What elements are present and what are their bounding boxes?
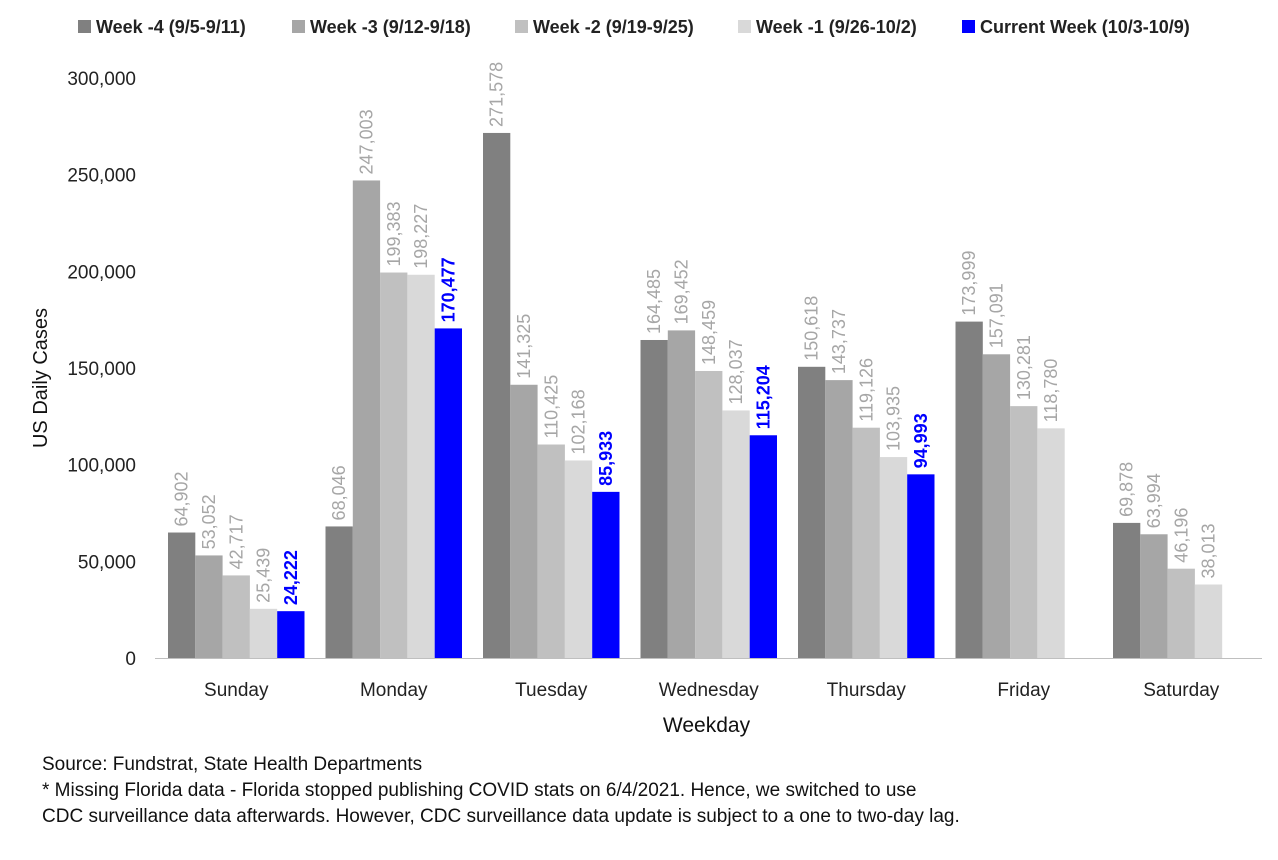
bar — [667, 330, 696, 658]
bar — [510, 384, 538, 658]
footnote-line-2: CDC surveillance data afterwards. Howeve… — [42, 806, 960, 827]
bar — [907, 474, 935, 658]
data-label: 130,281 — [1014, 335, 1034, 400]
bar — [434, 328, 462, 658]
bar — [955, 321, 983, 658]
legend-swatch — [515, 20, 528, 33]
data-label: 42,717 — [226, 514, 246, 569]
bar — [1140, 534, 1168, 658]
data-label: 118,780 — [1041, 359, 1061, 423]
bar — [852, 427, 880, 658]
data-label: 150,618 — [802, 296, 822, 361]
bar — [1037, 428, 1065, 658]
data-label: 148,459 — [699, 300, 719, 365]
legend-swatch — [78, 20, 91, 33]
x-tick-label: Saturday — [1143, 680, 1220, 701]
bar — [1194, 584, 1223, 658]
x-tick-label: Friday — [997, 680, 1050, 701]
bar — [168, 532, 196, 658]
x-tick-label: Sunday — [204, 680, 269, 701]
data-label: 119,126 — [856, 358, 876, 422]
data-label: 69,878 — [1117, 462, 1137, 517]
data-label: 53,052 — [199, 494, 219, 549]
data-label: 85,933 — [596, 431, 616, 486]
data-label: 24,222 — [281, 550, 301, 605]
source-note: Source: Fundstrat, State Health Departme… — [42, 754, 423, 775]
data-label: 46,196 — [1171, 508, 1191, 563]
bar — [749, 435, 777, 658]
data-label: 198,227 — [411, 204, 431, 269]
chart-container: 0 50,000 100,000 150,000 200,000 250,000 300,0… — [30, 17, 1262, 737]
data-label: 63,994 — [1144, 473, 1164, 528]
bar — [407, 274, 435, 658]
x-tick-label: Wednesday — [659, 680, 759, 701]
footnotes: Source: Fundstrat, State Health Departme… — [42, 752, 1262, 830]
bar — [798, 366, 826, 658]
bar — [352, 180, 381, 658]
bar — [1010, 406, 1038, 658]
x-tick-label: Thursday — [827, 680, 907, 701]
bar — [640, 339, 668, 658]
legend-label: Week -3 (9/12-9/18) — [310, 17, 471, 37]
legend-swatch — [962, 20, 975, 33]
bar — [537, 444, 565, 658]
y-tick-label: 200,000 — [67, 262, 136, 283]
legend-label: Week -2 (9/19-9/25) — [533, 17, 694, 37]
data-label: 169,452 — [671, 259, 691, 324]
bar — [982, 354, 1011, 658]
data-label: 110,425 — [541, 375, 561, 439]
bar — [879, 457, 908, 658]
legend-label: Week -4 (9/5-9/11) — [96, 17, 246, 37]
data-label: 247,003 — [356, 109, 376, 174]
bar — [695, 370, 723, 658]
x-tick-label: Tuesday — [515, 680, 588, 701]
data-label: 128,037 — [726, 339, 746, 404]
data-label: 271,578 — [487, 62, 507, 127]
bar — [195, 555, 223, 658]
data-label: 164,485 — [644, 269, 664, 334]
bar — [1167, 568, 1195, 658]
data-label: 199,383 — [384, 201, 404, 266]
y-axis-label: US Daily Cases — [30, 308, 52, 448]
bar-chart: 0 50,000 100,000 150,000 200,000 250,000 300,0… — [30, 17, 1262, 737]
bar — [325, 526, 353, 658]
data-label: 143,737 — [829, 309, 849, 374]
bar — [825, 380, 853, 658]
y-tick-label: 300,000 — [67, 69, 136, 90]
y-tick-label: 0 — [125, 649, 136, 670]
data-label: 64,902 — [172, 471, 192, 526]
legend-swatch — [738, 20, 751, 33]
legend-swatch — [292, 20, 305, 33]
bar — [1113, 522, 1141, 658]
bar — [249, 608, 278, 658]
bar — [277, 611, 305, 658]
y-tick-label: 250,000 — [67, 166, 136, 187]
data-label: 157,091 — [986, 283, 1006, 348]
bar — [483, 132, 511, 658]
legend-label: Week -1 (9/26-10/2) — [756, 17, 917, 37]
legend-label: Current Week (10/3-10/9) — [980, 17, 1190, 37]
data-label: 141,325 — [514, 314, 534, 379]
data-label: 115,204 — [753, 365, 773, 429]
bar — [564, 460, 593, 658]
bar — [222, 575, 250, 658]
y-tick-label: 150,000 — [67, 359, 136, 380]
data-label: 38,013 — [1199, 523, 1219, 578]
footnote-line-1: * Missing Florida data - Florida stopped… — [42, 780, 917, 801]
bar — [722, 410, 750, 658]
data-label: 102,168 — [569, 389, 589, 454]
data-label: 68,046 — [329, 465, 349, 520]
y-tick-label: 50,000 — [78, 552, 136, 573]
data-label: 94,993 — [911, 413, 931, 468]
data-label: 103,935 — [884, 386, 904, 451]
data-label: 173,999 — [959, 251, 979, 316]
x-tick-label: Monday — [360, 680, 428, 701]
bar — [380, 272, 408, 658]
data-label: 25,439 — [254, 548, 274, 603]
bar — [592, 491, 620, 658]
data-label: 170,477 — [438, 257, 458, 322]
x-axis-label: Weekday — [663, 714, 751, 737]
y-tick-label: 100,000 — [67, 456, 136, 477]
